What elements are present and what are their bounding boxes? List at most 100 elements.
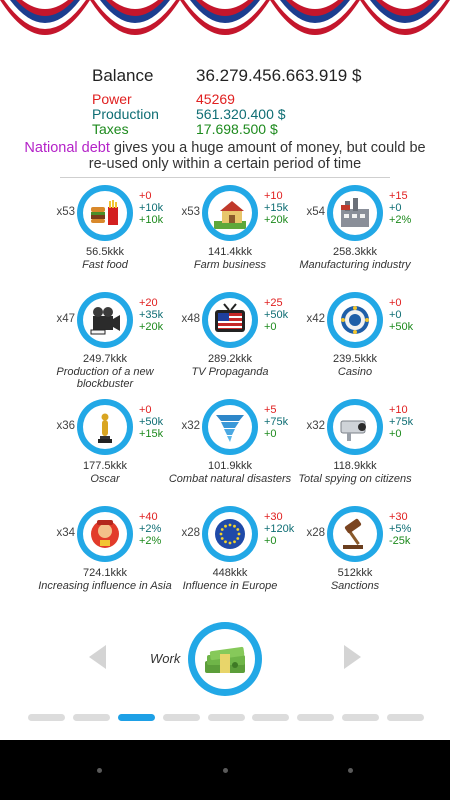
page-dot[interactable]: [72, 714, 110, 721]
item-name: Increasing influence in Asia: [38, 580, 172, 592]
production-delta: +5%: [389, 523, 412, 535]
casino-icon: [341, 306, 369, 334]
item-deltas: +25 +50k +0: [264, 297, 288, 333]
item-icon-button[interactable]: [327, 506, 383, 562]
page-dot[interactable]: [117, 714, 155, 721]
taxes-delta: +20k: [264, 214, 289, 226]
page-dot[interactable]: [342, 714, 380, 721]
investment-item[interactable]: x28 +30 +120k +0 448kkk Influence in Europe: [172, 506, 312, 616]
item-name: Casino: [337, 366, 373, 378]
home-nav-button[interactable]: [223, 768, 228, 773]
item-icon-button[interactable]: [77, 399, 133, 455]
production-delta: +75k: [264, 416, 289, 428]
item-price: 512kkk: [337, 567, 373, 579]
item-deltas: +20 +35k +20k: [139, 297, 163, 333]
item-icon-button[interactable]: [77, 185, 133, 241]
item-deltas: +10 +15k +20k: [264, 190, 288, 226]
investment-item[interactable]: x53 +10 +15k +20k 141.4kkk Farm business: [172, 185, 312, 295]
item-price: 249.7kkk: [82, 353, 128, 365]
production-delta: +35k: [139, 309, 164, 321]
bunting-decoration: [0, 0, 450, 35]
taxes-delta: +0: [389, 428, 402, 440]
power-delta: +40: [139, 511, 158, 523]
taxes-delta: +20k: [139, 321, 164, 333]
item-count: x53: [56, 206, 75, 218]
balance-value: 36.279.456.663.919 $: [196, 66, 362, 85]
page-dot[interactable]: [28, 714, 65, 721]
page-dot[interactable]: [297, 714, 335, 721]
info-text: National debt gives you a huge amount of…: [20, 140, 430, 172]
oscar-icon: [98, 413, 112, 443]
production-delta: +75k: [389, 416, 414, 428]
production-label: Production: [92, 106, 159, 122]
investment-item[interactable]: x47 +20 +35k +20k 249.7kkk Production of a ne…: [47, 292, 187, 402]
gavel-icon: [343, 518, 363, 549]
production-value: 561.320.400 $: [196, 106, 286, 122]
item-count: x32: [306, 420, 325, 432]
item-name: Combat natural disasters: [168, 473, 292, 485]
item-price: 177.5kkk: [82, 460, 128, 472]
power-delta: +30: [389, 511, 408, 523]
page-dot[interactable]: [162, 714, 200, 721]
back-nav-button[interactable]: [97, 768, 102, 773]
tv-icon: [215, 303, 245, 332]
item-icon-button[interactable]: [202, 506, 258, 562]
item-name: Production of a new blockbuster: [56, 366, 154, 390]
info-body: gives you a huge amount of money, but co…: [88, 140, 426, 172]
item-price: 56.5kkk: [86, 246, 124, 258]
item-icon-button[interactable]: [77, 506, 133, 562]
item-deltas: +30 +120k +0: [264, 511, 294, 547]
item-name: Sanctions: [330, 580, 380, 592]
item-name: Manufacturing industry: [299, 259, 411, 271]
item-count: x53: [181, 206, 200, 218]
item-icon-button[interactable]: [327, 292, 383, 348]
item-count: x28: [181, 527, 200, 539]
item-count: x42: [306, 313, 325, 325]
item-name: Total spying on citizens: [298, 473, 412, 485]
item-icon-button[interactable]: [202, 292, 258, 348]
farm-icon: [214, 201, 246, 229]
investment-item[interactable]: x42 +0 +0 +50k 239.5kkk Casino: [297, 292, 437, 402]
taxes-label: Taxes: [92, 121, 129, 137]
taxes-delta: +0: [264, 428, 277, 440]
investment-item[interactable]: x54 +15 +0 +2% 258.3kkk Manufacturing industr…: [297, 185, 437, 295]
item-price: 289.2kkk: [207, 353, 253, 365]
power-delta: +25: [264, 297, 283, 309]
item-name: Oscar: [90, 473, 120, 485]
item-name: Fast food: [82, 259, 128, 271]
item-icon-button[interactable]: [202, 185, 258, 241]
page-dot[interactable]: [252, 714, 290, 721]
item-icon-button[interactable]: [202, 399, 258, 455]
investment-item[interactable]: x32 +5 +75k +0 101.9kkk Combat natural disast…: [169, 399, 312, 509]
item-icon-button[interactable]: [327, 399, 383, 455]
production-delta: +15k: [264, 202, 289, 214]
investment-item[interactable]: x53 +0 +10k +10k 56.5kkk Fast food: [47, 185, 187, 295]
power-delta: +15: [389, 190, 408, 202]
page-dot[interactable]: [207, 714, 245, 721]
investment-item[interactable]: x34 +40 +2% +2% 724.1kkk Increasing influence…: [38, 506, 187, 616]
taxes-value: 17.698.500 $: [196, 121, 278, 137]
item-price: 724.1kkk: [82, 567, 128, 579]
item-price: 141.4kkk: [207, 246, 253, 258]
recents-nav-button[interactable]: [348, 768, 353, 773]
item-deltas: +30 +5% -25k: [389, 511, 411, 547]
item-icon-button[interactable]: [327, 185, 383, 241]
factory-icon: [341, 198, 369, 227]
investment-item[interactable]: x48 +25 +50k +0 289.2kkk TV Propaganda: [172, 292, 312, 402]
balance-label: Balance: [92, 66, 154, 85]
prev-page-arrow[interactable]: [89, 645, 106, 669]
work-button[interactable]: [188, 622, 262, 696]
next-page-arrow[interactable]: [344, 645, 361, 669]
investment-item[interactable]: x36 +0 +50k +15k 177.5kkk Oscar: [47, 399, 187, 509]
investment-item[interactable]: x28 +30 +5% -25k 512kkk Sanctions: [297, 506, 437, 616]
power-delta: +10: [264, 190, 283, 202]
taxes-delta: -25k: [389, 535, 411, 547]
power-label: Power: [92, 91, 132, 107]
investment-item[interactable]: x32 +10 +75k +0 118.9kkk Total spying on citi…: [297, 399, 437, 509]
page-dot[interactable]: [387, 714, 424, 721]
item-deltas: +5 +75k +0: [264, 404, 288, 440]
taxes-delta: +2%: [139, 535, 162, 547]
item-icon-button[interactable]: [77, 292, 133, 348]
item-deltas: +0 +50k +15k: [139, 404, 163, 440]
item-name: Influence in Europe: [182, 580, 278, 592]
